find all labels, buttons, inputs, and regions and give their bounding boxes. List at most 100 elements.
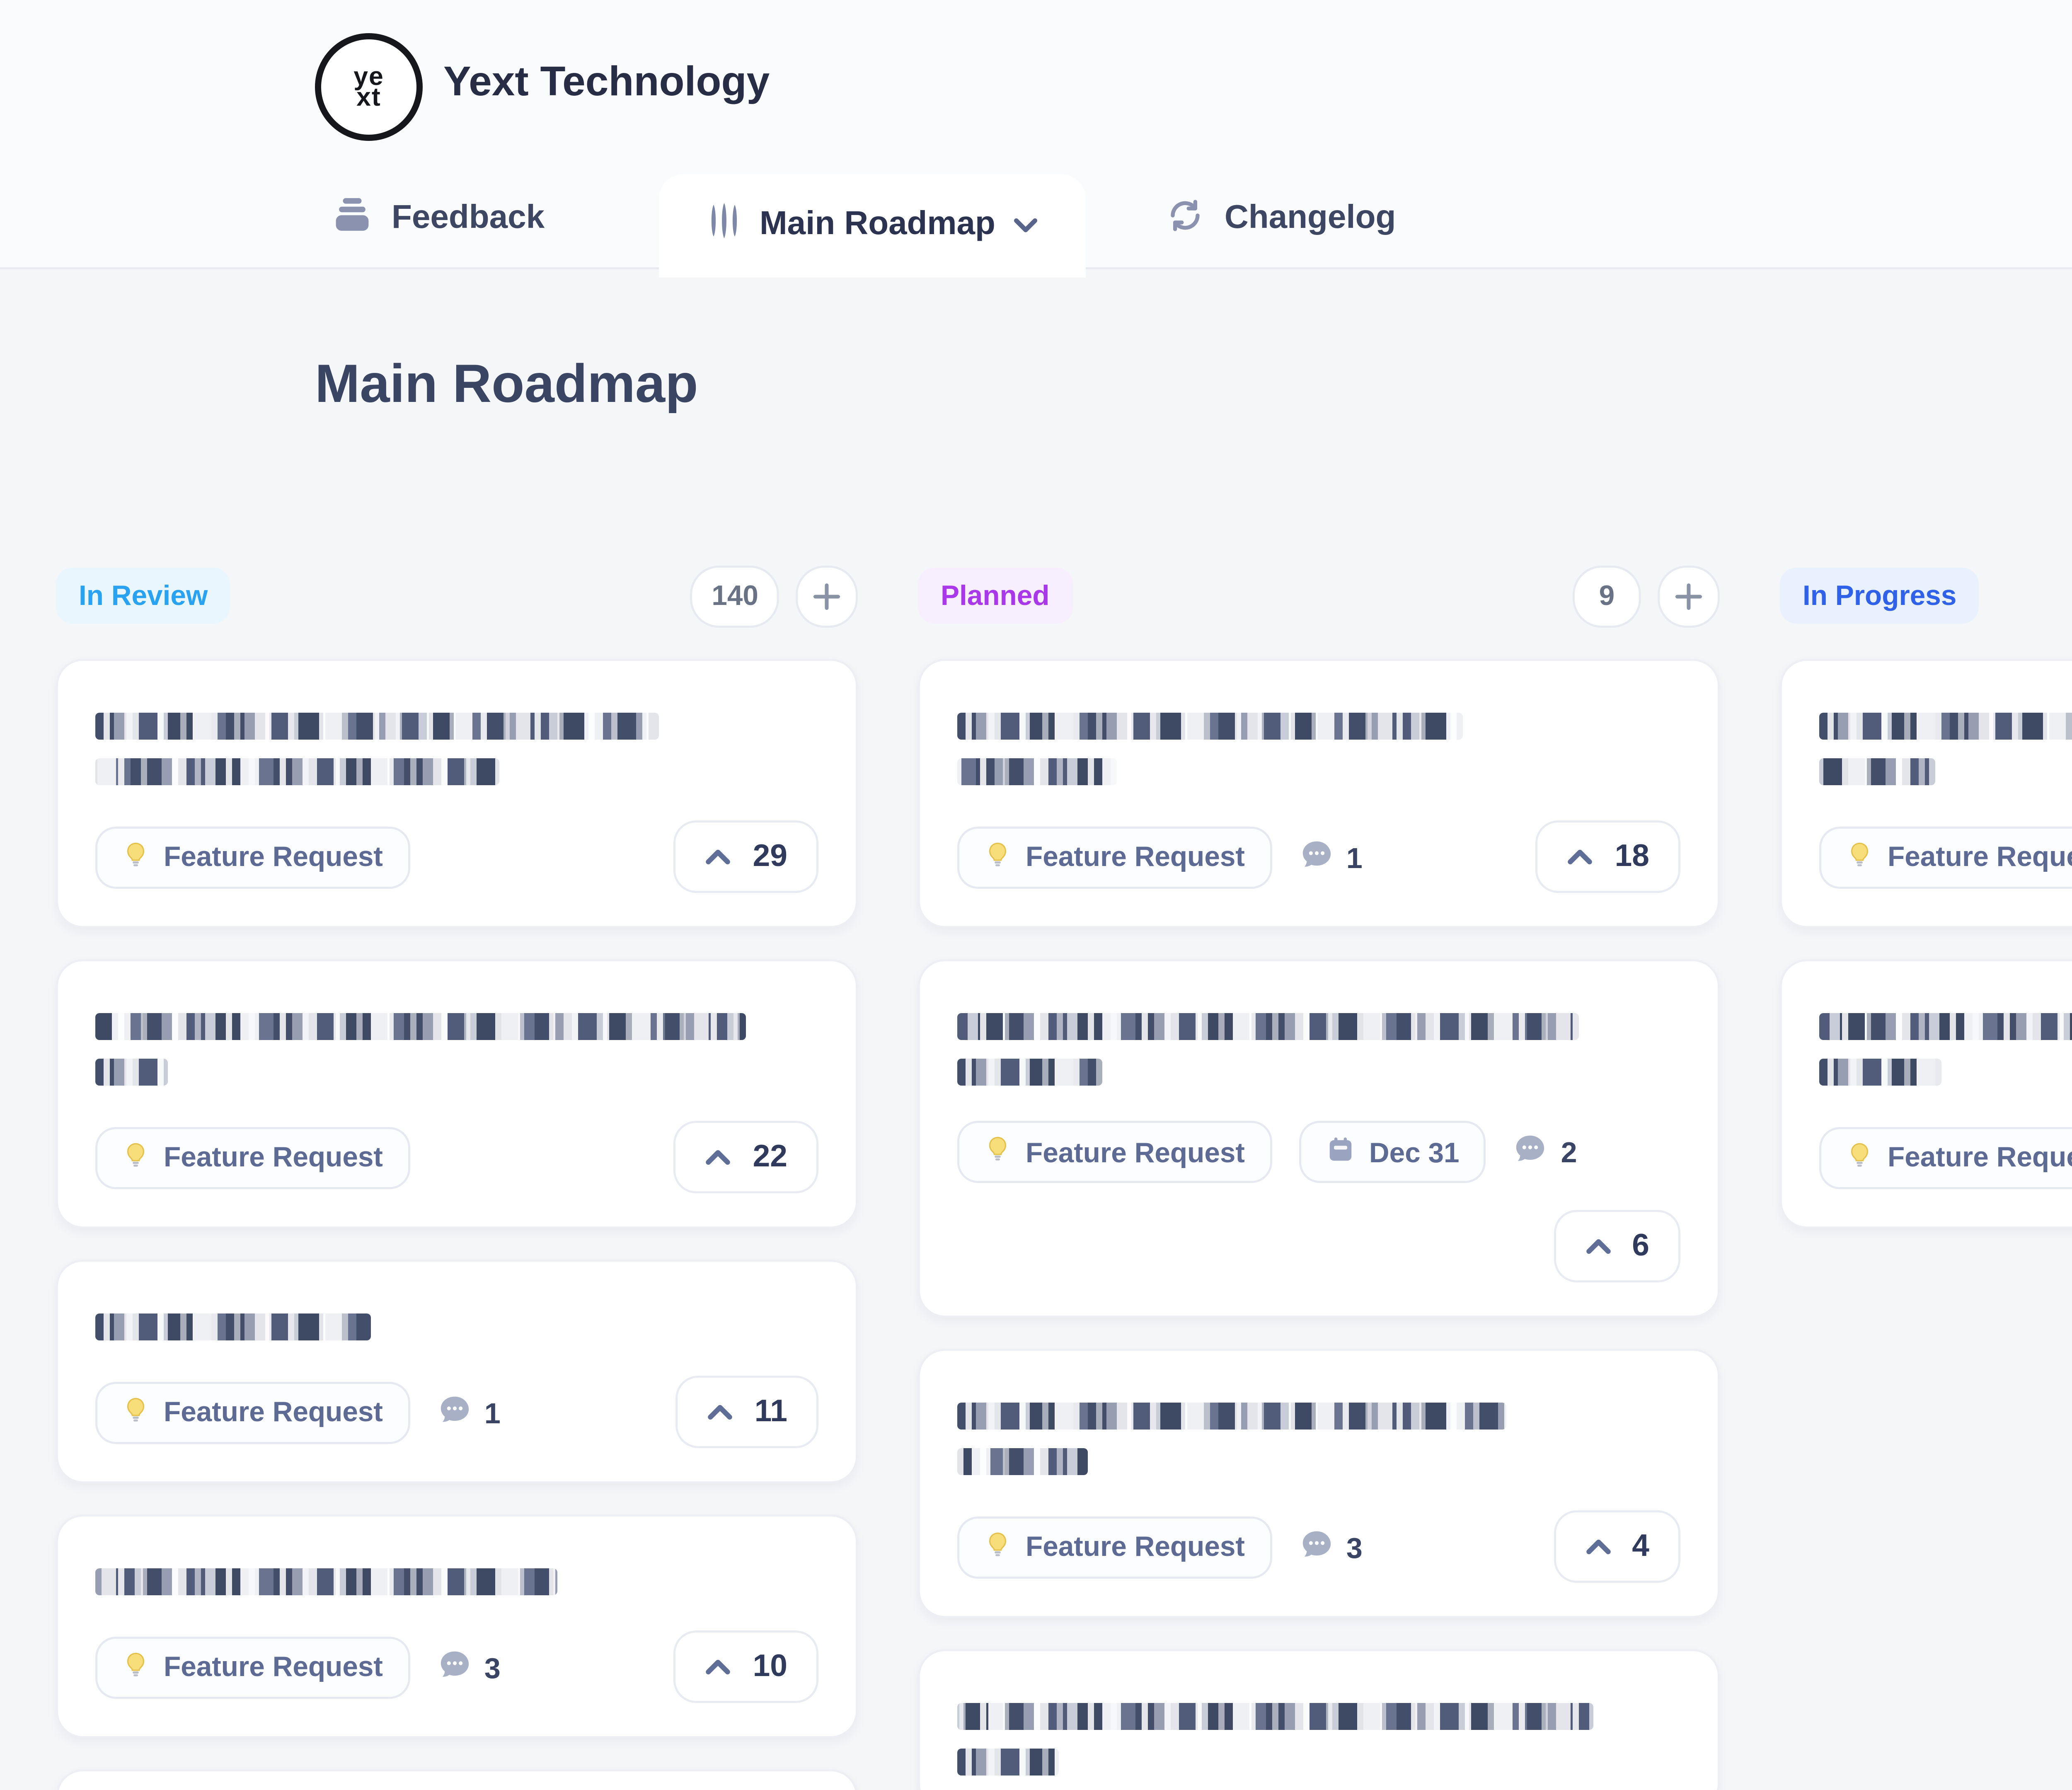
workspace-title: Yext Technology — [443, 60, 770, 106]
card-meta-row: Feature Request 29 — [95, 820, 818, 893]
column-status-badge: In Progress — [1780, 568, 1980, 624]
feature-request-tag: Feature Request — [95, 1126, 410, 1188]
chevron-up-icon — [1584, 1229, 1611, 1264]
post-card[interactable]: Feature Request412 — [1780, 659, 2072, 928]
tag-label: Feature Request — [1888, 1142, 2072, 1173]
tab-label: Changelog — [1225, 201, 1396, 236]
card-meta-row: Feature Request 3 4 — [957, 1510, 1680, 1583]
tab-main-roadmap[interactable]: Main Roadmap — [659, 174, 1086, 278]
post-card[interactable]: Feature Request 22 — [56, 959, 858, 1229]
post-card[interactable]: Feature Request 29 — [56, 659, 858, 928]
post-card[interactable]: Feature Request 3 4 — [918, 1349, 1720, 1618]
tag-label: Feature Request — [1888, 841, 2072, 872]
post-card[interactable]: Feature Request 1 18 — [918, 659, 1720, 928]
changelog-icon — [1167, 196, 1204, 244]
card-meta-row: Feature Request 1 18 — [957, 820, 1680, 893]
feature-request-tag: Feature Request — [95, 1381, 410, 1443]
column-count: 9 — [1573, 564, 1641, 627]
column-planned: Planned 9 Feature Request 1 18 Feature Reques… — [918, 564, 1720, 1790]
upvote-button[interactable]: 6 — [1553, 1210, 1680, 1282]
comment-count: 2 — [1561, 1135, 1577, 1168]
tag-label: Feature Request — [1026, 1531, 1245, 1562]
card-meta-row: Feature Request 3 10 — [95, 1630, 818, 1703]
column-header: Planned 9 — [918, 564, 1720, 628]
redacted-title-line — [95, 1059, 168, 1086]
page-title: Main Roadmap — [315, 352, 698, 414]
tag-label: Feature Request — [1026, 1136, 1245, 1168]
column-in-review: In Review 140 Feature Request 29 Feature Req… — [56, 564, 858, 1790]
calendar-icon — [1326, 1134, 1355, 1170]
card-partial — [56, 1769, 858, 1790]
column-cards: Feature Request 29 Feature Request 22 Featur… — [56, 659, 858, 1790]
card-meta-row: Feature Request 22 — [95, 1121, 818, 1193]
tab-label: Main Roadmap — [759, 207, 995, 242]
upvote-button[interactable]: 4 — [1553, 1510, 1680, 1583]
redacted-title-line — [957, 1448, 1088, 1475]
add-post-button[interactable] — [796, 564, 858, 627]
lightbulb-icon — [1846, 1141, 1873, 1174]
chevron-up-icon — [705, 1649, 732, 1684]
column-status-badge: Planned — [918, 568, 1072, 624]
lightbulb-icon — [984, 1530, 1011, 1563]
logo-text-top: ye — [353, 61, 384, 90]
feature-request-tag: Feature Request — [95, 1635, 410, 1698]
column-count: 140 — [691, 564, 779, 627]
redacted-title-line — [957, 1749, 1059, 1775]
yext-logo: ye xt — [315, 33, 423, 141]
tag-label: Feature Request — [164, 1396, 383, 1427]
redacted-title-line — [1819, 1013, 2072, 1040]
redacted-title-line — [957, 713, 1464, 740]
post-card[interactable] — [918, 1649, 1720, 1790]
post-card[interactable]: Feature Request 3 10 — [56, 1514, 858, 1738]
lightbulb-icon — [122, 1650, 149, 1684]
chevron-up-icon — [1567, 839, 1594, 874]
redacted-title-line — [957, 1403, 1507, 1430]
redacted-title-line — [1819, 713, 2072, 740]
chevron-up-icon — [705, 1139, 732, 1175]
post-card[interactable]: Feature Request Dec 31 2 6 — [918, 959, 1720, 1318]
tab-changelog[interactable]: Changelog — [1167, 174, 1396, 265]
redacted-title-line — [95, 758, 501, 785]
card-meta-row: Feature Request412 — [1819, 820, 2072, 893]
lightbulb-icon — [1846, 840, 1873, 873]
chevron-up-icon — [707, 1394, 734, 1430]
column-header: In Review 140 — [56, 564, 858, 628]
redacted-title-line — [957, 1013, 1579, 1040]
column-cards: Feature Request 1 18 Feature Request Dec 31 2… — [918, 659, 1720, 1790]
upvote-button[interactable]: 29 — [674, 820, 818, 893]
vote-count: 4 — [1632, 1529, 1649, 1564]
add-post-button[interactable] — [1658, 564, 1720, 627]
post-card[interactable]: Feature Request15 — [1780, 959, 2072, 1229]
feedback-icon — [334, 197, 371, 242]
comment-icon — [1513, 1131, 1549, 1173]
card-meta-row: Feature Request Dec 31 2 — [957, 1121, 1680, 1183]
upvote-button[interactable]: 18 — [1536, 820, 1680, 893]
redacted-title-line — [1819, 758, 1935, 785]
redacted-title-line — [95, 1313, 370, 1340]
chevron-up-icon — [1584, 1529, 1611, 1564]
card-votes-row: 6 — [957, 1210, 1680, 1282]
feature-request-tag: Feature Request — [1819, 1126, 2072, 1188]
vote-count: 6 — [1632, 1229, 1649, 1264]
chevron-up-icon — [705, 839, 732, 874]
vote-count: 29 — [753, 839, 787, 874]
vote-count: 18 — [1615, 839, 1649, 874]
upvote-button[interactable]: 10 — [674, 1630, 818, 1703]
upvote-button[interactable]: 22 — [674, 1121, 818, 1193]
feature-request-tag: Feature Request — [957, 825, 1272, 888]
post-card[interactable]: Feature Request 1 11 — [56, 1260, 858, 1483]
comments: 3 — [437, 1646, 501, 1688]
comments: 1 — [1299, 836, 1363, 878]
lightbulb-icon — [122, 1141, 149, 1174]
upvote-button[interactable]: 11 — [675, 1376, 818, 1448]
tab-feedback[interactable]: Feedback — [334, 174, 545, 265]
redacted-title-line — [957, 1703, 1594, 1730]
comment-icon — [437, 1646, 472, 1688]
comment-icon — [437, 1391, 472, 1433]
feature-request-tag: Feature Request — [957, 1515, 1272, 1578]
lightbulb-icon — [984, 840, 1011, 873]
chevron-down-icon — [1014, 207, 1039, 244]
tag-label: Feature Request — [164, 1142, 383, 1173]
comments: 3 — [1299, 1526, 1363, 1567]
redacted-title-line — [957, 1059, 1102, 1086]
